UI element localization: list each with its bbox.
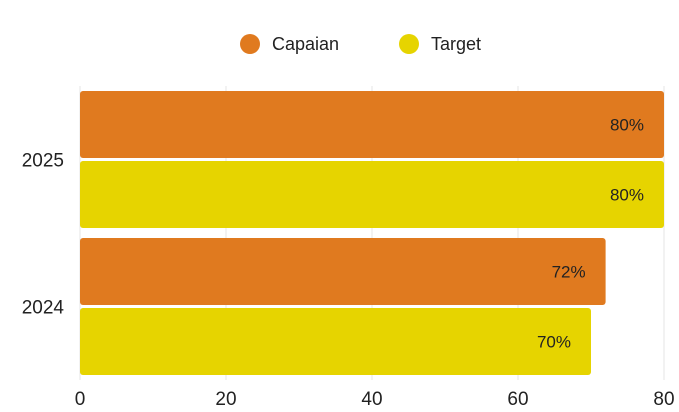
y-axis-ticks: 2025 2024 [22,151,65,319]
bar-capaian-2024 [80,238,606,305]
x-tick-label-20: 20 [215,389,236,410]
bars [80,91,664,375]
x-tick-label-80: 80 [653,389,674,410]
data-label-target-2024: 70% [537,333,571,352]
bar-target-2024 [80,308,591,375]
x-tick-label-40: 40 [361,389,382,410]
y-tick-label-2025: 2025 [22,151,64,172]
legend: Capaian Target [240,34,481,54]
data-label-capaian-2025: 80% [610,116,644,135]
x-tick-label-60: 60 [507,389,528,410]
legend-swatch-target [399,34,419,54]
y-tick-label-2024: 2024 [22,298,65,319]
legend-label-capaian: Capaian [272,34,339,54]
data-label-target-2025: 80% [610,186,644,205]
data-label-capaian-2024: 72% [552,263,586,282]
data-labels: 80% 80% 72% 70% [537,116,644,352]
legend-label-target: Target [431,34,481,54]
legend-swatch-capaian [240,34,260,54]
bar-target-2025 [80,161,664,228]
bar-capaian-2025 [80,91,664,158]
x-tick-label-0: 0 [75,389,86,410]
x-axis-ticks: 0 20 40 60 80 [75,389,675,410]
